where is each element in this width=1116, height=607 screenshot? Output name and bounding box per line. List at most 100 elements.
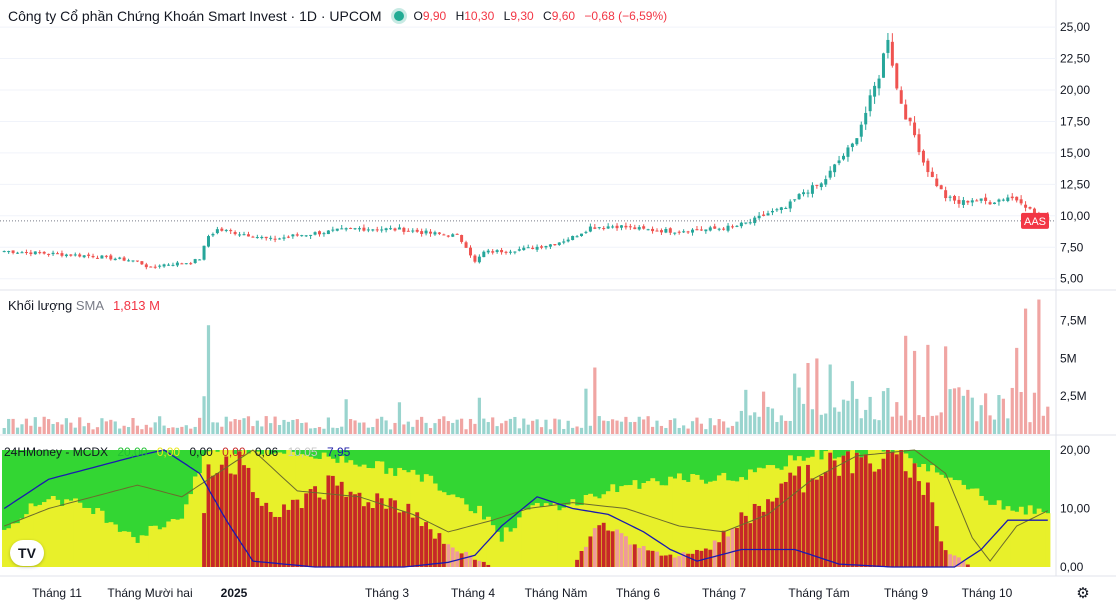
candle-body (1001, 199, 1005, 201)
mcdx-red-bar (668, 554, 673, 567)
indicator-legend[interactable]: 24HMoney - MCDX 20,00 0,00 0,00 0,00 0,0… (4, 445, 356, 459)
volume-bar (371, 427, 375, 434)
candle-body (442, 234, 446, 236)
volume-bar (113, 421, 117, 434)
volume-bar (1010, 387, 1014, 434)
mcdx-red-bar (814, 479, 819, 567)
mcdx-red-bar (952, 555, 957, 567)
candle-body (175, 262, 179, 266)
candle-body (1015, 196, 1019, 201)
candle-body (895, 63, 899, 89)
volume-bar (162, 425, 166, 434)
candle-body (513, 251, 517, 253)
candle-body (24, 252, 28, 254)
candle-body (704, 229, 708, 232)
mcdx-red-bar (752, 503, 757, 567)
volume-bar (477, 397, 481, 434)
tradingview-logo-icon[interactable]: TV (10, 540, 44, 566)
candle-body (633, 227, 637, 230)
mcdx-red-bar (917, 481, 921, 567)
indicator-tick-label: 20,00 (1060, 443, 1090, 457)
candle-body (553, 244, 557, 246)
volume-bar (877, 420, 881, 434)
mcdx-red-bar (766, 499, 770, 567)
mcdx-yellow-bar (126, 531, 132, 567)
candle-body (739, 222, 743, 227)
volume-bar (779, 415, 783, 434)
mcdx-red-bar (930, 502, 935, 567)
volume-bar (864, 409, 868, 434)
volume-legend[interactable]: Khối lượng SMA 1,813 M (8, 298, 160, 313)
mcdx-red-bar (224, 456, 229, 567)
mcdx-yellow-bar (286, 450, 292, 567)
mcdx-yellow-bar (135, 542, 141, 567)
mcdx-red-bar (393, 500, 397, 567)
candle-body (1006, 197, 1010, 202)
mcdx-yellow-bar (637, 488, 642, 567)
mcdx-red-bar (646, 550, 651, 567)
candle-body (255, 237, 259, 239)
candle-body (135, 260, 139, 262)
mcdx-yellow-bar (974, 488, 980, 567)
mcdx-yellow-bar (610, 484, 616, 567)
volume-bar (73, 427, 77, 434)
candle-body (890, 41, 894, 66)
mcdx-red-bar (743, 515, 748, 567)
candle-body (371, 229, 375, 231)
candle-body (548, 244, 552, 247)
mcdx-red-bar (663, 555, 668, 567)
candle-body (717, 228, 721, 230)
mcdx-yellow-bar (64, 499, 70, 567)
candle-body (580, 233, 584, 237)
mcdx-yellow-bar (570, 499, 576, 567)
candle-body (535, 246, 539, 250)
mcdx-red-bar (890, 451, 895, 567)
candle-body (775, 209, 779, 211)
close-value: 9,60 (551, 9, 576, 23)
candle-body (242, 234, 246, 236)
candle-body (291, 234, 295, 237)
volume-bar (810, 409, 815, 434)
mcdx-red-bar (837, 475, 841, 567)
chart-header: Công ty Cổ phần Chứng Khoán Smart Invest… (8, 8, 673, 24)
mcdx-red-bar (712, 540, 717, 567)
candle-body (673, 232, 677, 234)
candle-body (917, 134, 921, 153)
gear-icon[interactable]: ⚙ (1076, 585, 1090, 602)
mcdx-yellow-bar (446, 495, 451, 567)
mcdx-yellow-bar (512, 528, 518, 567)
candle-body (189, 263, 193, 265)
volume-bar (397, 402, 402, 434)
mcdx-yellow-bar (437, 490, 443, 567)
mcdx-yellow-bar (996, 500, 1002, 567)
volume-bar (202, 396, 206, 434)
volume-bar (277, 424, 282, 434)
mcdx-yellow-bar (943, 477, 949, 567)
mcdx-yellow-bar (623, 485, 629, 567)
candle-body (420, 231, 424, 234)
candle-body (491, 251, 495, 253)
volume-bar (198, 417, 202, 434)
mcdx-red-bar (250, 492, 255, 567)
candle-body (495, 250, 499, 252)
volume-bar (455, 419, 459, 434)
candle-body (695, 229, 699, 231)
mcdx-yellow-bar (619, 486, 625, 567)
mcdx-yellow-bar (983, 500, 989, 567)
indicator-value-blue: 7,95 (326, 445, 351, 459)
volume-bar (975, 421, 979, 434)
mcdx-yellow-bar (992, 504, 998, 567)
mcdx-yellow-bar (161, 527, 167, 567)
volume-bar (952, 388, 957, 434)
mcdx-red-bar (863, 454, 868, 567)
volume-bar (735, 421, 739, 434)
candle-body (313, 232, 317, 235)
mcdx-yellow-bar (197, 473, 203, 567)
volume-bar (690, 421, 695, 434)
volume-bar (131, 417, 135, 434)
mcdx-red-bar (770, 501, 775, 567)
candle-body (886, 39, 890, 53)
mcdx-red-bar (695, 549, 699, 567)
volume-bar (531, 420, 535, 434)
